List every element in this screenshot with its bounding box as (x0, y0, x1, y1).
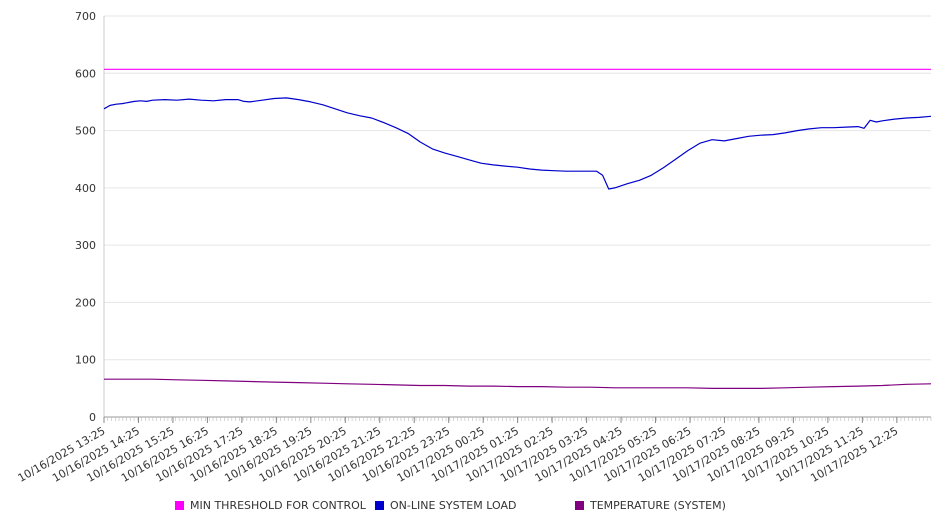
legend-swatch (575, 501, 584, 510)
y-tick-label: 300 (75, 239, 96, 252)
y-tick-label: 600 (75, 67, 96, 80)
legend-label: MIN THRESHOLD FOR CONTROL (190, 499, 367, 512)
y-tick-labels: 0 100 200 300 400 500 600 700 (75, 10, 96, 424)
axes (103, 16, 932, 423)
y-tick-label: 400 (75, 182, 96, 195)
y-tick-label: 700 (75, 10, 96, 23)
grid-lines (104, 15, 931, 361)
legend-swatch (175, 501, 184, 510)
y-tick-label: 100 (75, 354, 96, 367)
y-tick-label: 0 (89, 411, 96, 424)
legend-label: ON-LINE SYSTEM LOAD (390, 499, 516, 512)
legend-swatch (375, 501, 384, 510)
legend: MIN THRESHOLD FOR CONTROL ON-LINE SYSTEM … (175, 499, 726, 512)
y-tick-label: 200 (75, 296, 96, 309)
series-line-2 (104, 378, 932, 389)
series-lines (103, 68, 932, 389)
legend-label: TEMPERATURE (SYSTEM) (589, 499, 726, 512)
y-tick-label: 500 (75, 125, 96, 138)
series-line-1 (103, 97, 932, 190)
